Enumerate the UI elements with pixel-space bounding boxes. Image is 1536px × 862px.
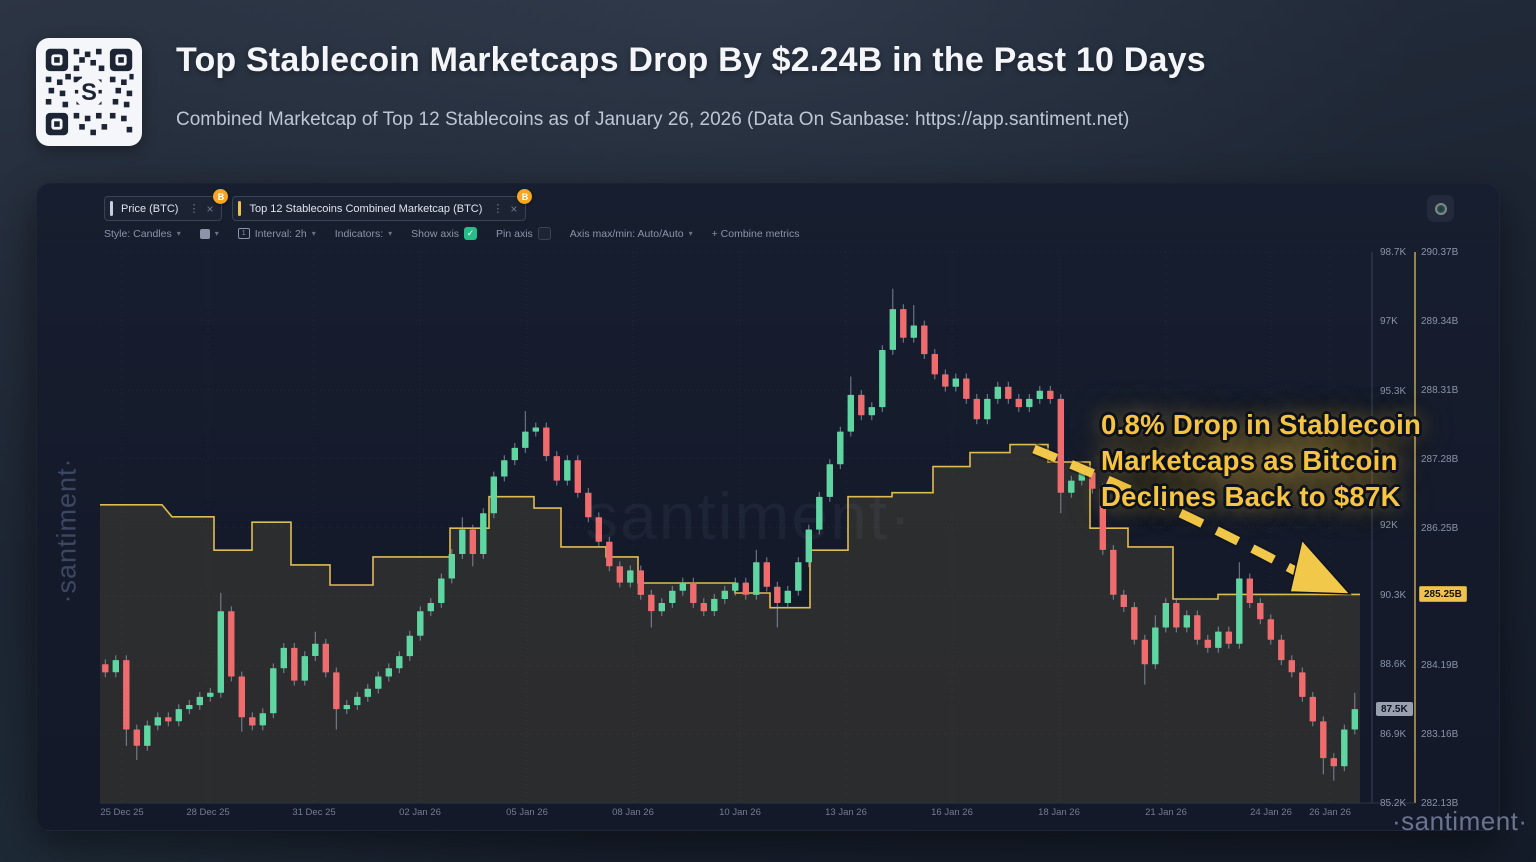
marketcap-tick-label: 287.28B xyxy=(1421,454,1458,465)
chevron-down-icon: ▾ xyxy=(311,229,316,238)
checkbox-checked-icon[interactable]: ✓ xyxy=(464,227,478,240)
annotation-arrow xyxy=(1031,442,1352,595)
price-tick-label: 85.2K xyxy=(1380,798,1407,809)
tab-label: Top 12 Stablecoins Combined Marketcap (B… xyxy=(249,202,483,215)
time-tick-label: 21 Jan 26 xyxy=(1145,807,1187,818)
chevron-down-icon: ▾ xyxy=(176,229,181,238)
style-dropdown[interactable]: Style: Candles ▾ xyxy=(104,228,181,240)
time-tick-label: 24 Jan 26 xyxy=(1250,807,1292,818)
current-price-badge: 87.5K xyxy=(1376,702,1413,717)
metric-tabs: Price (BTC) ⋮ × B Top 12 Stablecoins Com… xyxy=(104,189,533,221)
annotation-line: 0.8% Drop in Stablecoin xyxy=(1101,409,1422,440)
annotation-line: Marketcaps as Bitcoin xyxy=(1101,445,1398,476)
price-tick-label: 90.3K xyxy=(1380,589,1407,601)
bitcoin-badge-icon: B xyxy=(517,189,533,204)
combine-metrics-label: + Combine metrics xyxy=(711,227,800,240)
marketcap-tick-label: 288.31B xyxy=(1421,384,1459,396)
marketcap-tick-label: 290.37B xyxy=(1421,247,1459,258)
price-tick-label: 88.6K xyxy=(1380,659,1407,671)
time-tick-label: 13 Jan 26 xyxy=(825,807,867,818)
interval-icon: 1 xyxy=(237,228,250,239)
qr-code: ·S· xyxy=(36,38,142,146)
marketcap-tick-label: 282.13B xyxy=(1421,798,1459,809)
close-icon[interactable]: × xyxy=(510,201,518,216)
chart-panel xyxy=(36,183,1500,831)
checkbox-unchecked-icon[interactable] xyxy=(537,227,551,240)
bitcoin-badge-icon: B xyxy=(213,189,229,204)
indicators-dropdown[interactable]: Indicators: ▾ xyxy=(335,228,392,240)
qr-code-graphic: ·S· xyxy=(45,48,134,136)
santiment-logo: ·santiment· xyxy=(1392,806,1528,836)
marketcap-tick-label: 284.19B xyxy=(1421,660,1459,672)
close-icon[interactable]: × xyxy=(206,201,214,216)
annotation-text: 0.8% Drop in Stablecoin Marketcaps as Bi… xyxy=(1101,407,1481,515)
annotation-glow xyxy=(1082,396,1482,526)
time-tick-label: 31 Dec 25 xyxy=(292,807,336,818)
marketcap-tick-label: 289.34B xyxy=(1421,315,1459,327)
current-marketcap-badge: 285.25B xyxy=(1419,586,1467,603)
time-tick-label: 18 Jan 26 xyxy=(1038,807,1080,818)
watermark-center: santiment· xyxy=(585,479,914,553)
chart-toolbar: Style: Candles ▾ ▾ 1 Interval: 2h ▾ Indi… xyxy=(104,227,799,240)
color-swatch-dropdown[interactable]: ▾ xyxy=(199,228,219,239)
marketcap-tick-label: 286.25B xyxy=(1421,522,1459,534)
tab-label: Price (BTC) xyxy=(121,202,179,215)
price-tick-label: 98.7K xyxy=(1380,247,1407,258)
kebab-menu-icon[interactable]: ⋮ xyxy=(188,203,200,215)
time-tick-label: 25 Dec 25 xyxy=(100,807,144,818)
time-tick-label: 26 Jan 26 xyxy=(1309,807,1351,818)
indicators-label: Indicators: xyxy=(334,227,384,240)
time-tick-label: 16 Jan 26 xyxy=(931,807,973,818)
price-tick-label: 86.9K xyxy=(1380,728,1407,740)
tab-accent-bar xyxy=(238,201,242,216)
btc-price-candles xyxy=(102,288,1358,781)
tab-stablecoin-marketcap[interactable]: Top 12 Stablecoins Combined Marketcap (B… xyxy=(232,189,533,221)
time-tick-label: 02 Jan 26 xyxy=(399,807,441,818)
annotation-line: Declines Back to $87K xyxy=(1101,481,1401,512)
time-tick-label: 05 Jan 26 xyxy=(506,807,548,818)
page-title: Top Stablecoin Marketcaps Drop By $2.24B… xyxy=(176,41,1206,79)
price-tick-label: 92K xyxy=(1380,520,1398,531)
chevron-down-icon: ▾ xyxy=(688,229,693,238)
page-subtitle: Combined Marketcap of Top 12 Stablecoins… xyxy=(176,109,1130,130)
price-tick-label: 95.3K xyxy=(1380,385,1407,397)
show-axis-label: Show axis xyxy=(411,227,460,240)
interval-dropdown[interactable]: 1 Interval: 2h ▾ xyxy=(237,227,316,240)
chevron-down-icon: ▾ xyxy=(214,229,219,238)
watermark-left: ·santiment· xyxy=(51,457,82,604)
price-tick-label: 97K xyxy=(1380,316,1398,328)
tab-price-btc[interactable]: Price (BTC) ⋮ × B xyxy=(104,189,229,221)
show-axis-toggle[interactable]: Show axis ✓ xyxy=(411,227,478,240)
kebab-menu-icon[interactable]: ⋮ xyxy=(492,203,504,215)
marketcap-tick-label: 283.16B xyxy=(1421,729,1459,741)
axis-maxmin-label: Axis max/min: Auto/Auto xyxy=(569,227,684,240)
tab-accent-bar xyxy=(110,201,113,216)
combine-metrics-button[interactable]: + Combine metrics xyxy=(712,228,800,240)
color-swatch xyxy=(199,228,210,239)
pin-axis-toggle[interactable]: Pin axis xyxy=(496,227,551,240)
style-label: Style: Candles xyxy=(104,227,172,240)
camera-icon xyxy=(1434,202,1447,215)
screenshot-button[interactable] xyxy=(1427,195,1454,222)
time-tick-label: 08 Jan 26 xyxy=(612,807,654,818)
interval-label: Interval: 2h xyxy=(254,227,307,240)
pin-axis-label: Pin axis xyxy=(496,227,533,240)
axis-maxmin-dropdown[interactable]: Axis max/min: Auto/Auto ▾ xyxy=(570,228,693,240)
time-tick-label: 28 Dec 25 xyxy=(186,807,230,818)
svg-text:·S·: ·S· xyxy=(73,80,105,106)
chevron-down-icon: ▾ xyxy=(388,229,393,238)
time-tick-label: 10 Jan 26 xyxy=(719,807,761,818)
